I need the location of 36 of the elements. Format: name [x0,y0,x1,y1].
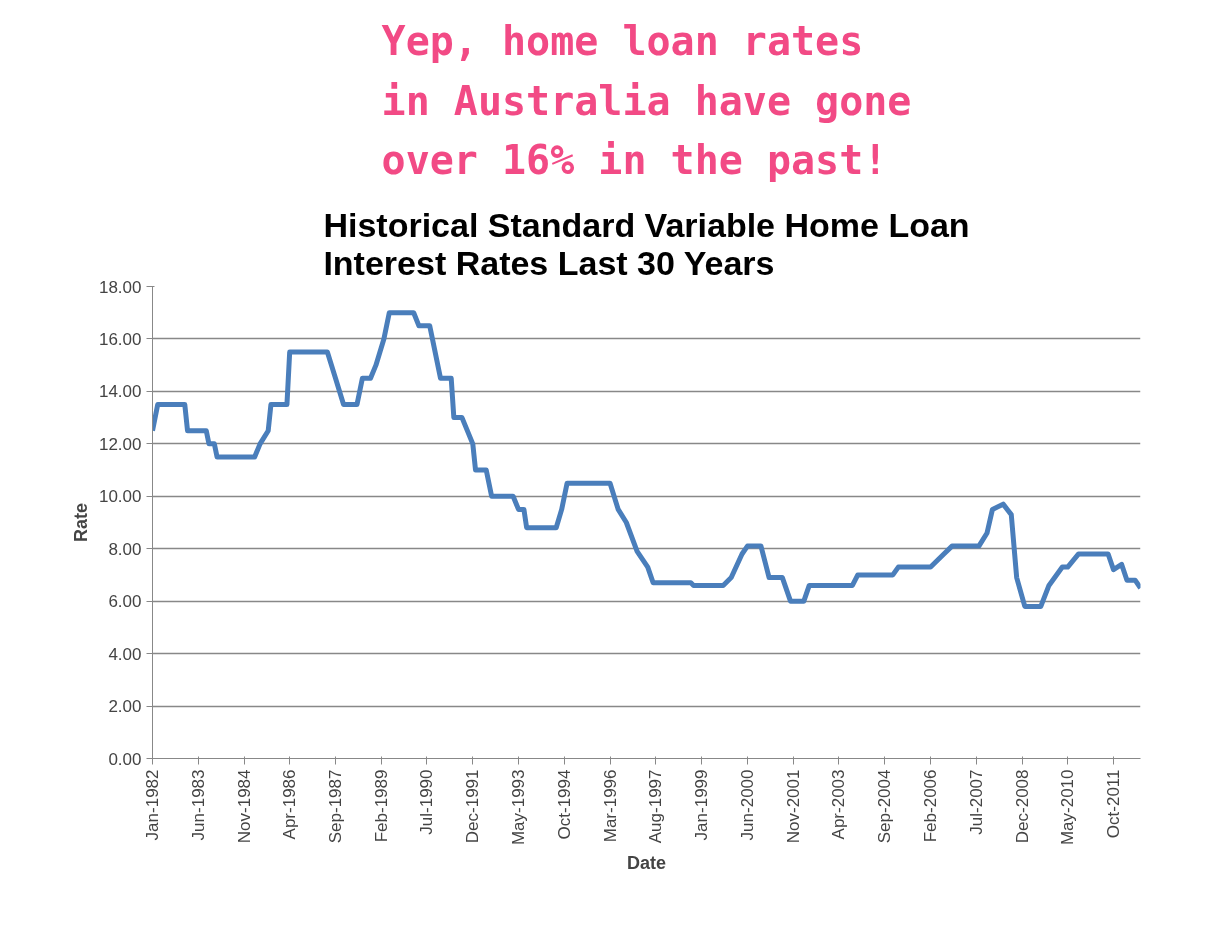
x-tick-label: Feb-1989 [371,769,391,843]
x-tick-label: Jul-1990 [417,769,437,835]
text: Yep, home loan rates in Australia have gone over 16% in the past! [381,17,912,184]
x-tick-label: Jan-1982 [143,769,162,841]
x-tick-label: Mar-1996 [600,769,620,843]
x-tick-label: Nov-2001 [783,769,803,844]
y-tick-label: 14.00 [98,382,142,402]
y-tick-label: 8.00 [108,539,142,559]
x-tick-label: Nov-1984 [234,769,254,844]
y-tick-label: 10.00 [98,487,142,507]
x-tick-label: Sep-2004 [875,769,895,844]
x-tick-label: Jun-2000 [737,769,757,841]
x-axis-title: Date [626,853,667,874]
x-tick-label: Apr-2003 [829,769,849,840]
x-tick-label: Oct-1994 [554,769,574,840]
y-tick-label: 16.00 [98,329,142,349]
chart-title: Historical Standard Variable Home Loan Interest Rates Last 30 Years [323,205,970,282]
x-tick-label: May-1993 [509,769,529,846]
y-tick-label: 12.00 [98,434,142,454]
x-tick-label: Oct-2011 [1104,769,1124,839]
y-tick-label: 18.00 [98,277,142,297]
x-tick-label: Apr-1986 [280,769,300,840]
x-tick-label: Jul-2007 [966,769,986,835]
y-tick-label: 4.00 [108,644,142,664]
y-tick-label: 0.00 [108,749,142,769]
x-tick-label: Dec-1991 [463,769,483,844]
y-axis-title: Rate [70,502,91,543]
x-tick-label: Feb-2006 [921,769,941,843]
x-tick-label: Aug-1997 [646,769,666,844]
x-tick-label: Jan-1999 [692,769,712,841]
x-tick-label: Jun-1983 [188,769,208,841]
x-tick-label: Sep-1987 [326,769,346,844]
x-tick-label: May-2010 [1058,769,1078,846]
y-tick-label: 6.00 [108,592,142,612]
y-tick-label: 2.00 [108,697,142,717]
x-tick-label: Dec-2008 [1012,769,1032,844]
